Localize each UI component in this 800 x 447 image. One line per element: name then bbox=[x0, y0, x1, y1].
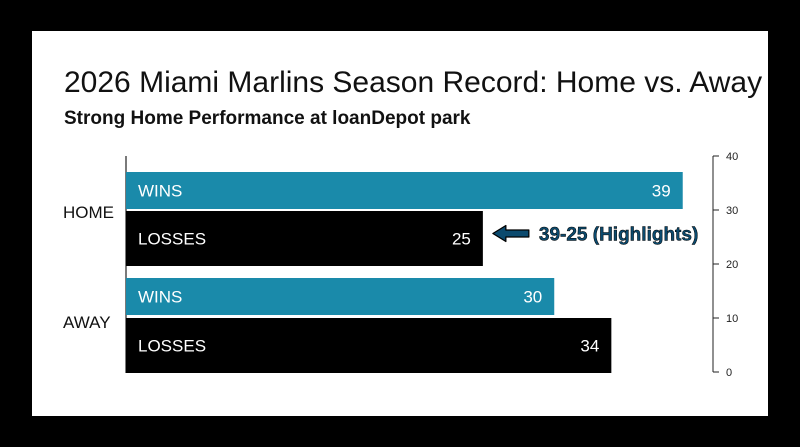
bar-category-label: WINS bbox=[138, 182, 182, 201]
group-label: HOME bbox=[63, 203, 114, 222]
bar-category-label: LOSSES bbox=[138, 230, 206, 249]
chart-title: 2026 Miami Marlins Season Record: Home v… bbox=[64, 66, 763, 99]
annotation-label: 39-25 (Highlights) bbox=[539, 225, 698, 246]
bar-home-losses bbox=[126, 211, 483, 266]
value-axis-tick-label: 40 bbox=[726, 151, 738, 163]
value-axis-tick-label: 30 bbox=[726, 205, 738, 217]
annotation-arrow bbox=[492, 224, 530, 243]
bar-value-label: 25 bbox=[452, 230, 471, 249]
bar-category-label: WINS bbox=[138, 288, 182, 307]
value-axis-tick-label: 10 bbox=[726, 313, 738, 325]
value-axis-tick-label: 20 bbox=[726, 259, 738, 271]
chart-card: 2026 Miami Marlins Season Record: Home v… bbox=[32, 31, 768, 416]
bar-value-label: 39 bbox=[652, 182, 671, 201]
bar-home-wins bbox=[126, 172, 683, 209]
chart-subtitle: Strong Home Performance at loanDepot par… bbox=[64, 108, 471, 129]
group-label: AWAY bbox=[63, 313, 111, 332]
bar-chart: 0 10 20 30 40 WINS 39 LOSSES 25 HOME WINS 30 LOSSES 3… bbox=[63, 151, 738, 379]
bar-value-label: 34 bbox=[580, 337, 599, 356]
bar-value-label: 30 bbox=[523, 288, 542, 307]
value-axis-tick-label: 0 bbox=[726, 367, 732, 379]
bar-away-wins bbox=[126, 278, 555, 315]
bar-away-losses bbox=[126, 318, 612, 373]
bar-category-label: LOSSES bbox=[138, 337, 206, 356]
